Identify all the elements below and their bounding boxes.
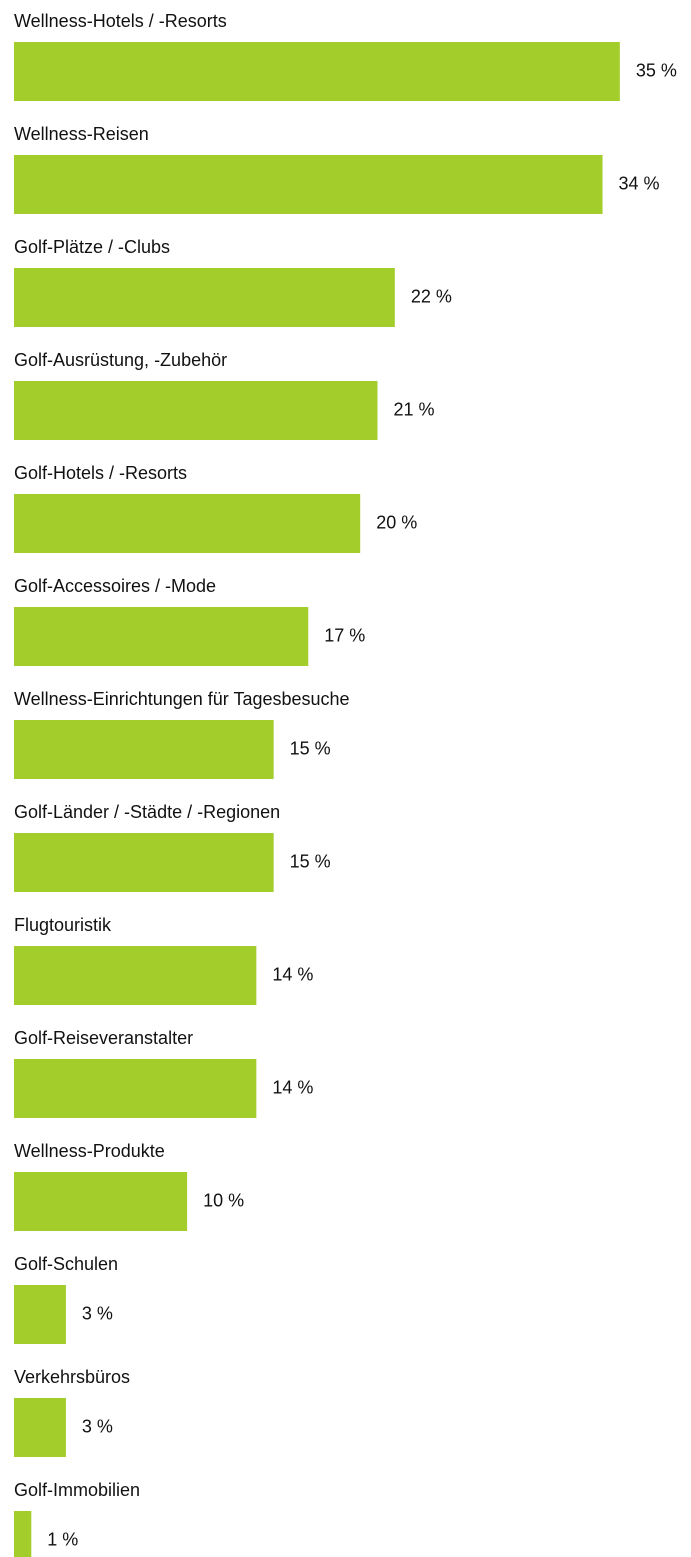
bar [14,494,361,553]
bar [14,1172,188,1231]
bar [14,381,378,440]
category-label: Verkehrsbüros [14,1367,130,1387]
value-label: 3 % [82,1416,113,1436]
category-label: Golf-Hotels / -Resorts [14,463,187,483]
value-label: 21 % [394,399,435,419]
category-label: Wellness-Einrichtungen für Tagesbesuche [14,689,350,709]
bar [14,1511,32,1557]
bar [14,1059,257,1118]
category-label: Flugtouristik [14,915,112,935]
category-label: Golf-Reiseveranstalter [14,1028,193,1048]
value-label: 14 % [272,964,313,984]
value-label: 20 % [376,512,417,532]
bar [14,946,257,1005]
value-label: 34 % [619,173,660,193]
bar [14,1285,66,1344]
category-label: Golf-Länder / -Städte / -Regionen [14,802,280,822]
value-label: 14 % [272,1077,313,1097]
value-label: 15 % [290,851,331,871]
value-label: 10 % [203,1190,244,1210]
category-label: Golf-Plätze / -Clubs [14,237,170,257]
value-label: 22 % [411,286,452,306]
category-label: Golf-Immobilien [14,1480,140,1500]
category-label: Golf-Ausrüstung, -Zubehör [14,350,227,370]
category-label: Golf-Accessoires / -Mode [14,576,216,596]
value-label: 15 % [290,738,331,758]
category-label: Wellness-Reisen [14,124,149,144]
category-label: Golf-Schulen [14,1254,118,1274]
bar [14,268,395,327]
category-label: Wellness-Produkte [14,1141,165,1161]
bar [14,833,274,892]
bar [14,720,274,779]
bar [14,42,620,101]
value-label: 35 % [636,60,677,80]
bar [14,1398,66,1457]
value-label: 17 % [324,625,365,645]
bar [14,607,309,666]
value-label: 1 % [47,1529,78,1549]
value-label: 3 % [82,1303,113,1323]
bar [14,155,603,214]
category-label: Wellness-Hotels / -Resorts [14,11,227,31]
